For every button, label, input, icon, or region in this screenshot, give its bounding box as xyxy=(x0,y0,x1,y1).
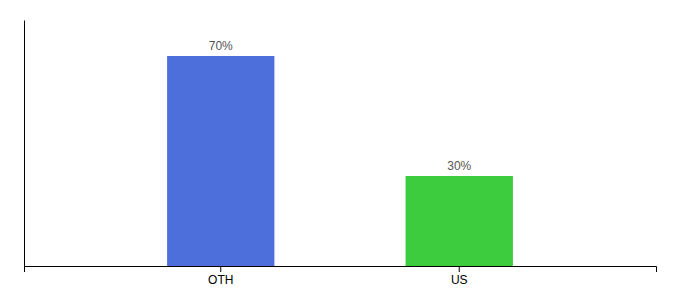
y-axis xyxy=(24,21,25,267)
x-axis: OTH US xyxy=(25,266,657,287)
data-label: 70% xyxy=(209,39,233,53)
chart: 70% 30% OTH US xyxy=(0,0,680,300)
x-tick-mark xyxy=(220,266,221,272)
x-tick: OTH xyxy=(208,266,233,287)
plot: 70% 30% OTH US xyxy=(25,21,657,287)
x-axis-line xyxy=(25,267,657,273)
bars xyxy=(167,56,513,266)
x-tick-label: US xyxy=(451,273,468,287)
data-labels: 70% 30% xyxy=(209,39,472,173)
y-axis-line xyxy=(24,21,25,267)
x-tick: US xyxy=(451,266,468,287)
x-tick-label: OTH xyxy=(208,273,233,287)
bar xyxy=(167,56,274,266)
data-label: 30% xyxy=(447,159,471,173)
bar xyxy=(406,176,513,266)
x-tick-mark xyxy=(459,266,460,272)
